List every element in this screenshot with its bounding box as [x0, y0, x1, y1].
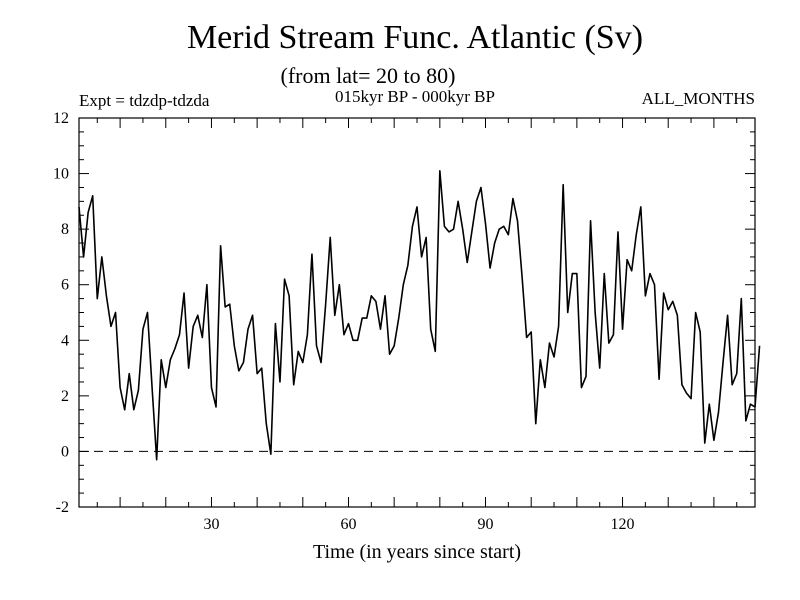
y-tick-label: -2 — [56, 499, 69, 516]
chart-title: Merid Stream Func. Atlantic (Sv) — [187, 19, 643, 56]
plot-area: 30 60 90 120 -2 0 2 4 6 8 10 12 — [53, 110, 761, 533]
y-tick-label: 4 — [61, 332, 69, 349]
y-tick-label: 0 — [61, 443, 69, 460]
plot-frame — [78, 117, 756, 508]
y-tick-label: 10 — [53, 166, 69, 183]
x-tick-label: 120 — [611, 516, 635, 533]
y-tick-label: 2 — [61, 388, 69, 405]
y-tick-label: 12 — [53, 110, 69, 127]
chart-subtitle: (from lat= 20 to 80) — [281, 63, 456, 88]
period-label: 015kyr BP - 000kyr BP — [335, 87, 495, 106]
x-tick-label: 30 — [203, 516, 219, 533]
x-tick-label: 90 — [478, 516, 494, 533]
series-line — [78, 169, 761, 461]
experiment-label: Expt = tdzdp-tdzda — [79, 91, 210, 110]
months-label: ALL_MONTHS — [642, 89, 755, 108]
x-tick-label: 60 — [340, 516, 356, 533]
y-tick-label: 6 — [61, 277, 69, 294]
y-tick-label: 8 — [61, 221, 69, 238]
x-axis-label: Time (in years since start) — [313, 541, 521, 563]
